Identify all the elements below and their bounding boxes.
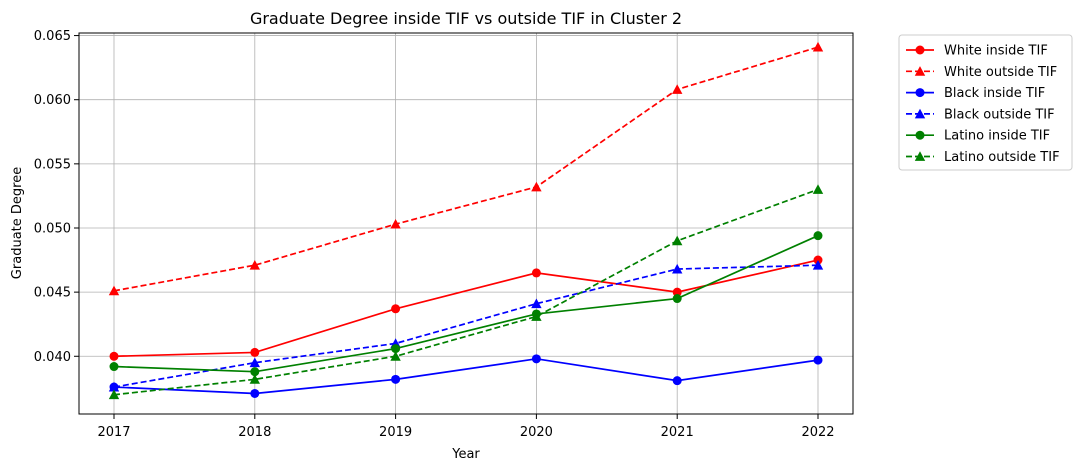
data-point (390, 218, 401, 229)
plot-area (78, 32, 854, 415)
legend-item-black-outside-tif: Black outside TIF (906, 107, 1055, 122)
data-point (812, 41, 824, 52)
series-line (113, 234, 819, 373)
data-point (249, 374, 260, 384)
legend-label: White inside TIF (944, 44, 1048, 59)
data-point (391, 344, 401, 354)
data-point (250, 347, 260, 357)
data-point (391, 304, 401, 314)
series-line (113, 46, 819, 292)
data-point (672, 235, 683, 246)
series-line (113, 264, 819, 388)
y-tick-label: 0.055 (34, 157, 71, 172)
x-tick-label: 2018 (238, 425, 271, 440)
x-tick-label: 2022 (801, 425, 834, 440)
data-point (672, 294, 682, 304)
legend-frame (898, 34, 1073, 171)
legend-label: White outside TIF (944, 65, 1057, 80)
series-black-outside-tif (108, 259, 824, 392)
legend-marker (914, 151, 926, 161)
data-point (391, 374, 401, 384)
data-point (108, 285, 120, 296)
data-point (812, 259, 824, 270)
series-white-outside-tif (108, 41, 824, 296)
data-point (109, 362, 119, 372)
data-point (672, 84, 683, 94)
x-tick-label: 2017 (97, 425, 130, 440)
legend-marker (915, 88, 925, 98)
data-point (108, 381, 120, 392)
series-black-inside-tif (109, 354, 823, 398)
legend-label: Black outside TIF (944, 107, 1055, 122)
x-tick-label: 2019 (379, 425, 412, 440)
legend-item-white-outside-tif: White outside TIF (906, 65, 1057, 80)
legend-marker (914, 108, 926, 119)
y-tick-label: 0.045 (34, 286, 71, 301)
series-layer (108, 41, 824, 400)
y-tick-label: 0.040 (34, 350, 71, 365)
chart-title: Graduate Degree inside TIF vs outside TI… (250, 9, 682, 28)
legend-item-latino-outside-tif: Latino outside TIF (906, 150, 1060, 165)
x-axis-label: Year (451, 447, 480, 462)
data-point (109, 351, 119, 361)
series-latino-inside-tif (109, 231, 823, 377)
series-line (113, 357, 819, 395)
y-axis: 0.040 0.045 0.050 0.055 0.060 0.065 (34, 29, 79, 365)
legend-label: Latino inside TIF (944, 129, 1050, 144)
legend-item-black-inside-tif: Black inside TIF (906, 86, 1045, 101)
data-point (531, 268, 541, 278)
y-axis-label: Graduate Degree (10, 167, 25, 279)
series-line (113, 259, 819, 358)
data-point (672, 263, 683, 274)
y-tick-label: 0.050 (34, 221, 71, 236)
legend-marker (915, 130, 925, 140)
series-line (113, 188, 819, 396)
x-axis: 2017 2018 2019 2020 2021 2022 (97, 414, 835, 440)
legend-item-latino-inside-tif: Latino inside TIF (906, 129, 1050, 144)
y-tick-label: 0.065 (34, 29, 71, 44)
data-point (672, 376, 682, 386)
legend-label: Latino outside TIF (944, 150, 1060, 165)
legend-item-white-inside-tif: White inside TIF (906, 44, 1048, 59)
legend: White inside TIF White outside TIF Black i… (898, 34, 1073, 171)
data-point (250, 367, 260, 377)
data-point (531, 298, 542, 309)
series-latino-outside-tif (108, 184, 824, 400)
data-point (813, 231, 823, 241)
data-point (531, 311, 542, 321)
data-point (250, 388, 260, 398)
data-point (813, 355, 823, 365)
legend-marker (914, 66, 926, 76)
data-point (249, 357, 260, 368)
x-tick-label: 2021 (661, 425, 694, 440)
data-point (108, 389, 120, 400)
data-point (390, 351, 401, 361)
legend-marker (915, 45, 925, 55)
grid (79, 33, 853, 414)
data-point (672, 287, 682, 297)
x-tick-label: 2020 (520, 425, 553, 440)
data-point (812, 184, 824, 194)
data-point (531, 181, 542, 192)
data-point (531, 354, 541, 364)
y-tick-label: 0.060 (34, 93, 71, 108)
legend-label: Black inside TIF (944, 86, 1045, 101)
data-point (249, 259, 260, 270)
